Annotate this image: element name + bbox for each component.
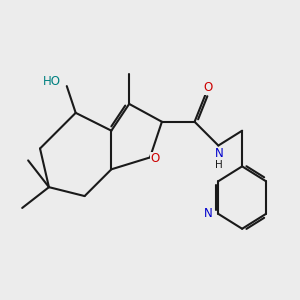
Text: N: N bbox=[204, 207, 213, 220]
Text: N: N bbox=[214, 147, 223, 161]
Text: HO: HO bbox=[43, 75, 61, 88]
Text: O: O bbox=[203, 81, 213, 94]
Text: H: H bbox=[215, 160, 223, 170]
Text: O: O bbox=[151, 152, 160, 165]
